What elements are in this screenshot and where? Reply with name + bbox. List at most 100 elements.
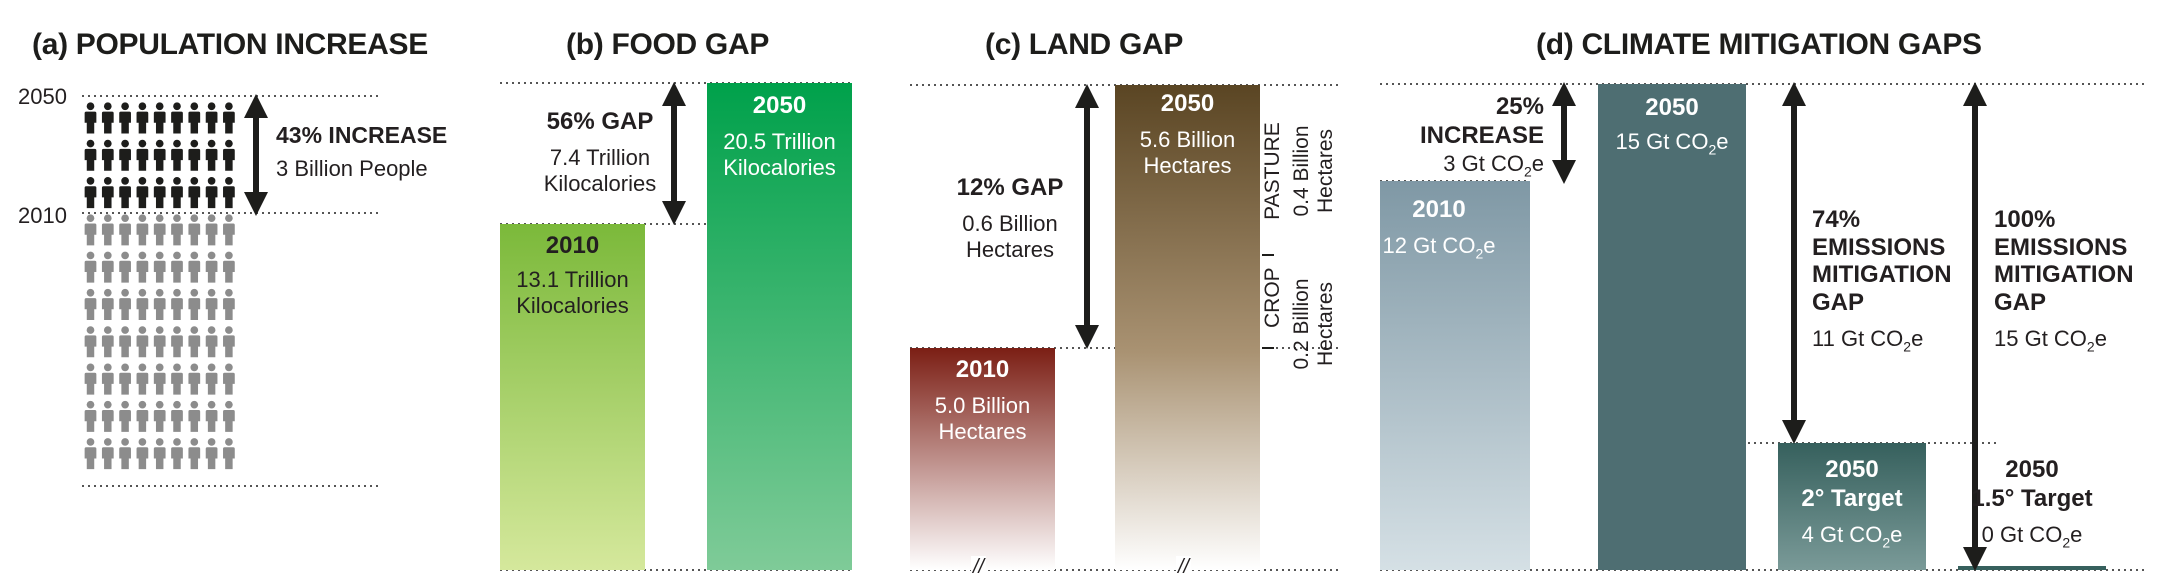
- person-icon: [119, 251, 131, 283]
- person-icon: [188, 288, 201, 320]
- person-icon: [223, 102, 235, 134]
- person-icon: [205, 363, 218, 395]
- person-icon: [188, 177, 201, 209]
- climate-2010-bar: [1380, 181, 1530, 570]
- person-icon: [223, 177, 235, 209]
- pasture-label: PASTURE: [1261, 122, 1284, 220]
- person-icon: [84, 214, 97, 246]
- climate-2050-bar: [1598, 84, 1746, 570]
- crop-value-line1: 0.2 Billion: [1290, 278, 1313, 370]
- food-gap-value-line2: Kilocalories: [543, 171, 657, 197]
- mitigation-100-line4: GAP: [1994, 288, 2047, 316]
- person-icon: [171, 438, 183, 470]
- person-icon: [205, 326, 218, 358]
- person-icon: [119, 102, 131, 134]
- climate-2deg-target-bar: [1778, 443, 1926, 570]
- land-2010-bar: [910, 348, 1055, 570]
- person-icon: [136, 177, 149, 209]
- target-2deg-name: 2° Target: [1801, 484, 1903, 512]
- land-2010-year: 2010: [955, 356, 1010, 383]
- person-icon: [84, 326, 97, 358]
- target-1p5deg-name: 1.5° Target: [1971, 484, 2093, 512]
- person-icon: [205, 251, 218, 283]
- person-icon: [223, 251, 235, 283]
- mitigation-74-line1: 74%: [1812, 206, 1861, 233]
- person-icon: [171, 214, 183, 246]
- panel-a-title: (a) POPULATION INCREASE: [32, 28, 428, 61]
- person-icon: [171, 400, 183, 432]
- person-icon: [153, 251, 166, 283]
- person-icon: [223, 214, 235, 246]
- panel-a-gridlines: [82, 95, 380, 487]
- food-gap-text: 56% GAP 7.4 Trillion Kilocalories: [530, 108, 670, 198]
- person-icon: [205, 288, 218, 320]
- year-2050-label: 2050: [18, 84, 67, 109]
- person-icon: [153, 326, 166, 358]
- food-2050-value-line2: Kilocalories: [723, 155, 836, 181]
- person-icon: [136, 363, 149, 395]
- land-gap-label: 12% GAP: [956, 174, 1064, 201]
- person-icon: [188, 251, 201, 283]
- food-gap-value-line1: 7.4 Trillion: [549, 144, 651, 170]
- person-icon: [101, 102, 114, 134]
- person-icon: [119, 326, 131, 358]
- mitigation-100-value: 15 Gt CO2e: [1994, 326, 2107, 355]
- climate-2010-value: 12 Gt CO2e: [1382, 232, 1496, 262]
- person-icon: [153, 400, 166, 432]
- target-1p5deg-year: 2050: [2005, 456, 2059, 483]
- person-icon: [136, 326, 149, 358]
- person-icon: [223, 363, 235, 395]
- mitigation-74-line3: MITIGATION: [1812, 261, 1952, 289]
- mitigation-74-value: 11 Gt CO2e: [1812, 326, 1924, 355]
- land-2010-value-line1: 5.0 Billion: [934, 392, 1031, 418]
- land-2050-axis-break: //: [1176, 556, 1192, 579]
- person-icon: [171, 288, 183, 320]
- person-icon: [171, 139, 183, 171]
- person-icon: [205, 139, 218, 171]
- person-icon: [171, 326, 183, 358]
- climate-1p5deg-target-bar: [1958, 566, 2106, 570]
- person-icon: [119, 177, 131, 209]
- person-icon: [101, 214, 114, 246]
- person-icon: [153, 102, 166, 134]
- person-icon: [205, 438, 218, 470]
- person-icon: [188, 102, 201, 134]
- person-icon: [171, 177, 183, 209]
- person-icon: [101, 400, 114, 432]
- pasture-value: 0.4 Billion Hectares: [1290, 106, 1342, 236]
- person-icon: [205, 177, 218, 209]
- pasture-value-line1: 0.4 Billion: [1290, 125, 1313, 217]
- person-icon: [171, 251, 183, 283]
- climate-2050-year: 2050: [1645, 94, 1699, 121]
- person-icon: [84, 400, 97, 432]
- person-icon: [188, 214, 201, 246]
- pasture-value-line2: Hectares: [1314, 128, 1338, 214]
- target-1p5deg-text: 2050 1.5° Target 0 Gt CO2e: [1958, 456, 2106, 551]
- person-icon: [84, 438, 97, 470]
- land-bracket-ticks: [1262, 254, 1274, 349]
- person-icon: [84, 177, 97, 209]
- mitigation-100-line1: 100%: [1994, 206, 2056, 233]
- person-icon: [153, 438, 166, 470]
- person-icon: [153, 288, 166, 320]
- target-2deg-value: 4 Gt CO2e: [1801, 521, 1903, 550]
- climate-2050-text: 2050 15 Gt CO2e: [1598, 94, 1746, 158]
- food-2010-value-line1: 13.1 Trillion: [516, 266, 629, 292]
- person-icon: [136, 400, 149, 432]
- climate-2050-value: 15 Gt CO2e: [1615, 128, 1729, 158]
- person-icon: [205, 400, 218, 432]
- population-increase-value: 3 Billion People: [276, 156, 428, 181]
- land-gap-text: 12% GAP 0.6 Billion Hectares: [945, 174, 1075, 264]
- food-2010-bar: [500, 224, 645, 570]
- panel-c-title: (c) LAND GAP: [985, 28, 1184, 61]
- person-icon: [223, 400, 235, 432]
- person-icon: [223, 288, 235, 320]
- person-icon: [188, 400, 201, 432]
- person-icon: [101, 363, 114, 395]
- person-icon: [205, 102, 218, 134]
- person-icon: [84, 139, 97, 171]
- climate-2010-text: 2010 12 Gt CO2e: [1380, 196, 1498, 262]
- food-2010-text: 2010 13.1 Trillion Kilocalories: [500, 232, 645, 320]
- people-icons: [84, 102, 235, 470]
